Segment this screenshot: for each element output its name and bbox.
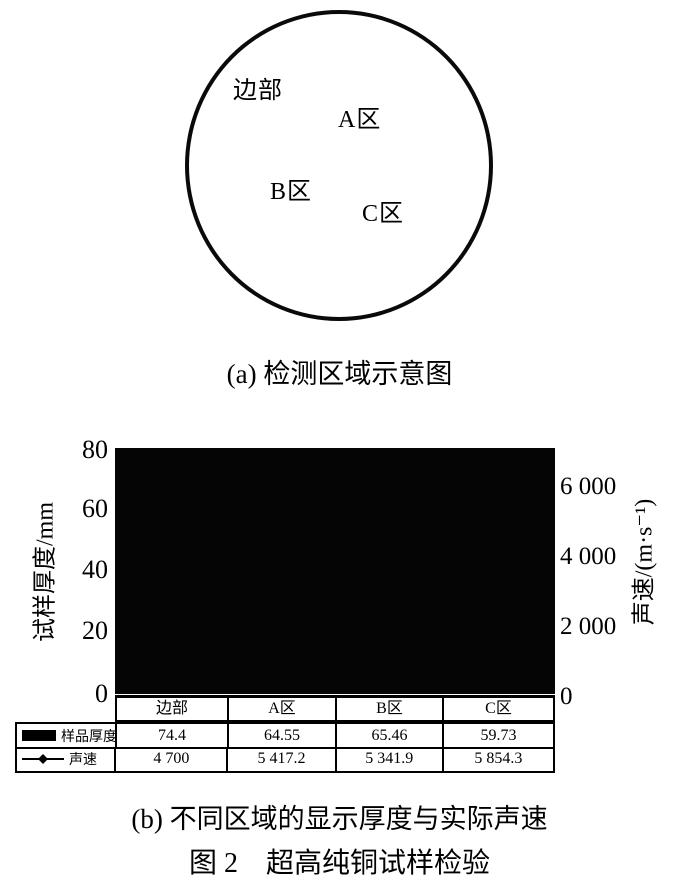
plot-area — [115, 448, 555, 694]
thickness-value-zone-a: 64.55 — [229, 724, 337, 747]
y-tick-right-6000: 6 000 — [560, 473, 617, 500]
y-tick-left-40: 40 — [82, 555, 108, 584]
figure-caption: 图 2 超高纯铜试样检验 — [188, 848, 490, 879]
legend-cell-velocity: 声速 — [17, 747, 117, 771]
caption-panel-a: (a) 检测区域示意图 — [226, 359, 453, 389]
y-tick-left-80: 80 — [82, 435, 108, 464]
legend-label-thickness: 样品厚度 — [61, 729, 117, 745]
line-diamond-marker-icon — [22, 754, 64, 764]
velocity-value-edge: 4 700 — [116, 747, 229, 771]
y-tick-left-60: 60 — [82, 494, 108, 523]
bar-swatch-icon — [22, 730, 56, 741]
table-header-row: 边部 A区 B区 C区 — [115, 695, 555, 722]
table-header-zone-a: A区 — [229, 698, 337, 720]
table-row-thickness: 样品厚度 74.4 64.55 65.46 59.73 — [15, 722, 555, 749]
zone-label-edge: 边部 — [233, 78, 283, 104]
thickness-value-zone-b: 65.46 — [337, 724, 445, 747]
y-tick-left-0: 0 — [95, 679, 108, 708]
sample-circle-outline — [185, 10, 493, 321]
legend-label-velocity: 声速 — [69, 753, 97, 768]
table-header-zone-b: B区 — [337, 698, 445, 720]
y-tick-right-0: 0 — [560, 683, 573, 710]
thickness-value-edge: 74.4 — [117, 724, 229, 747]
caption-panel-b: (b) 不同区域的显示厚度与实际声速 — [131, 804, 548, 834]
zone-label-a: A区 — [338, 107, 382, 133]
velocity-value-zone-c: 5 854.3 — [474, 750, 523, 767]
table-header-edge: 边部 — [117, 698, 229, 720]
zone-label-b: B区 — [270, 179, 313, 205]
velocity-value-zone-a: 5 417.2 — [228, 747, 337, 771]
table-row-velocity: 声速 4 700 5 417.2 5 341.9 5 854.3 — [15, 747, 555, 773]
zone-label-c: C区 — [362, 201, 405, 227]
thickness-value-zone-c: 59.73 — [480, 727, 517, 744]
y-axis-label-right: 声速/(m·s⁻¹) — [631, 498, 658, 626]
y-tick-left-20: 20 — [82, 616, 108, 645]
legend-cell-thickness: 样品厚度 — [17, 724, 117, 747]
chart-data-table: 边部 A区 B区 C区 样品厚度 74.4 64.55 65.46 59.73 … — [15, 695, 555, 775]
y-tick-right-2000: 2 000 — [560, 613, 617, 640]
y-tick-right-4000: 4 000 — [560, 543, 617, 570]
table-header-zone-c: C区 — [485, 700, 512, 717]
velocity-value-zone-b: 5 341.9 — [337, 747, 444, 771]
